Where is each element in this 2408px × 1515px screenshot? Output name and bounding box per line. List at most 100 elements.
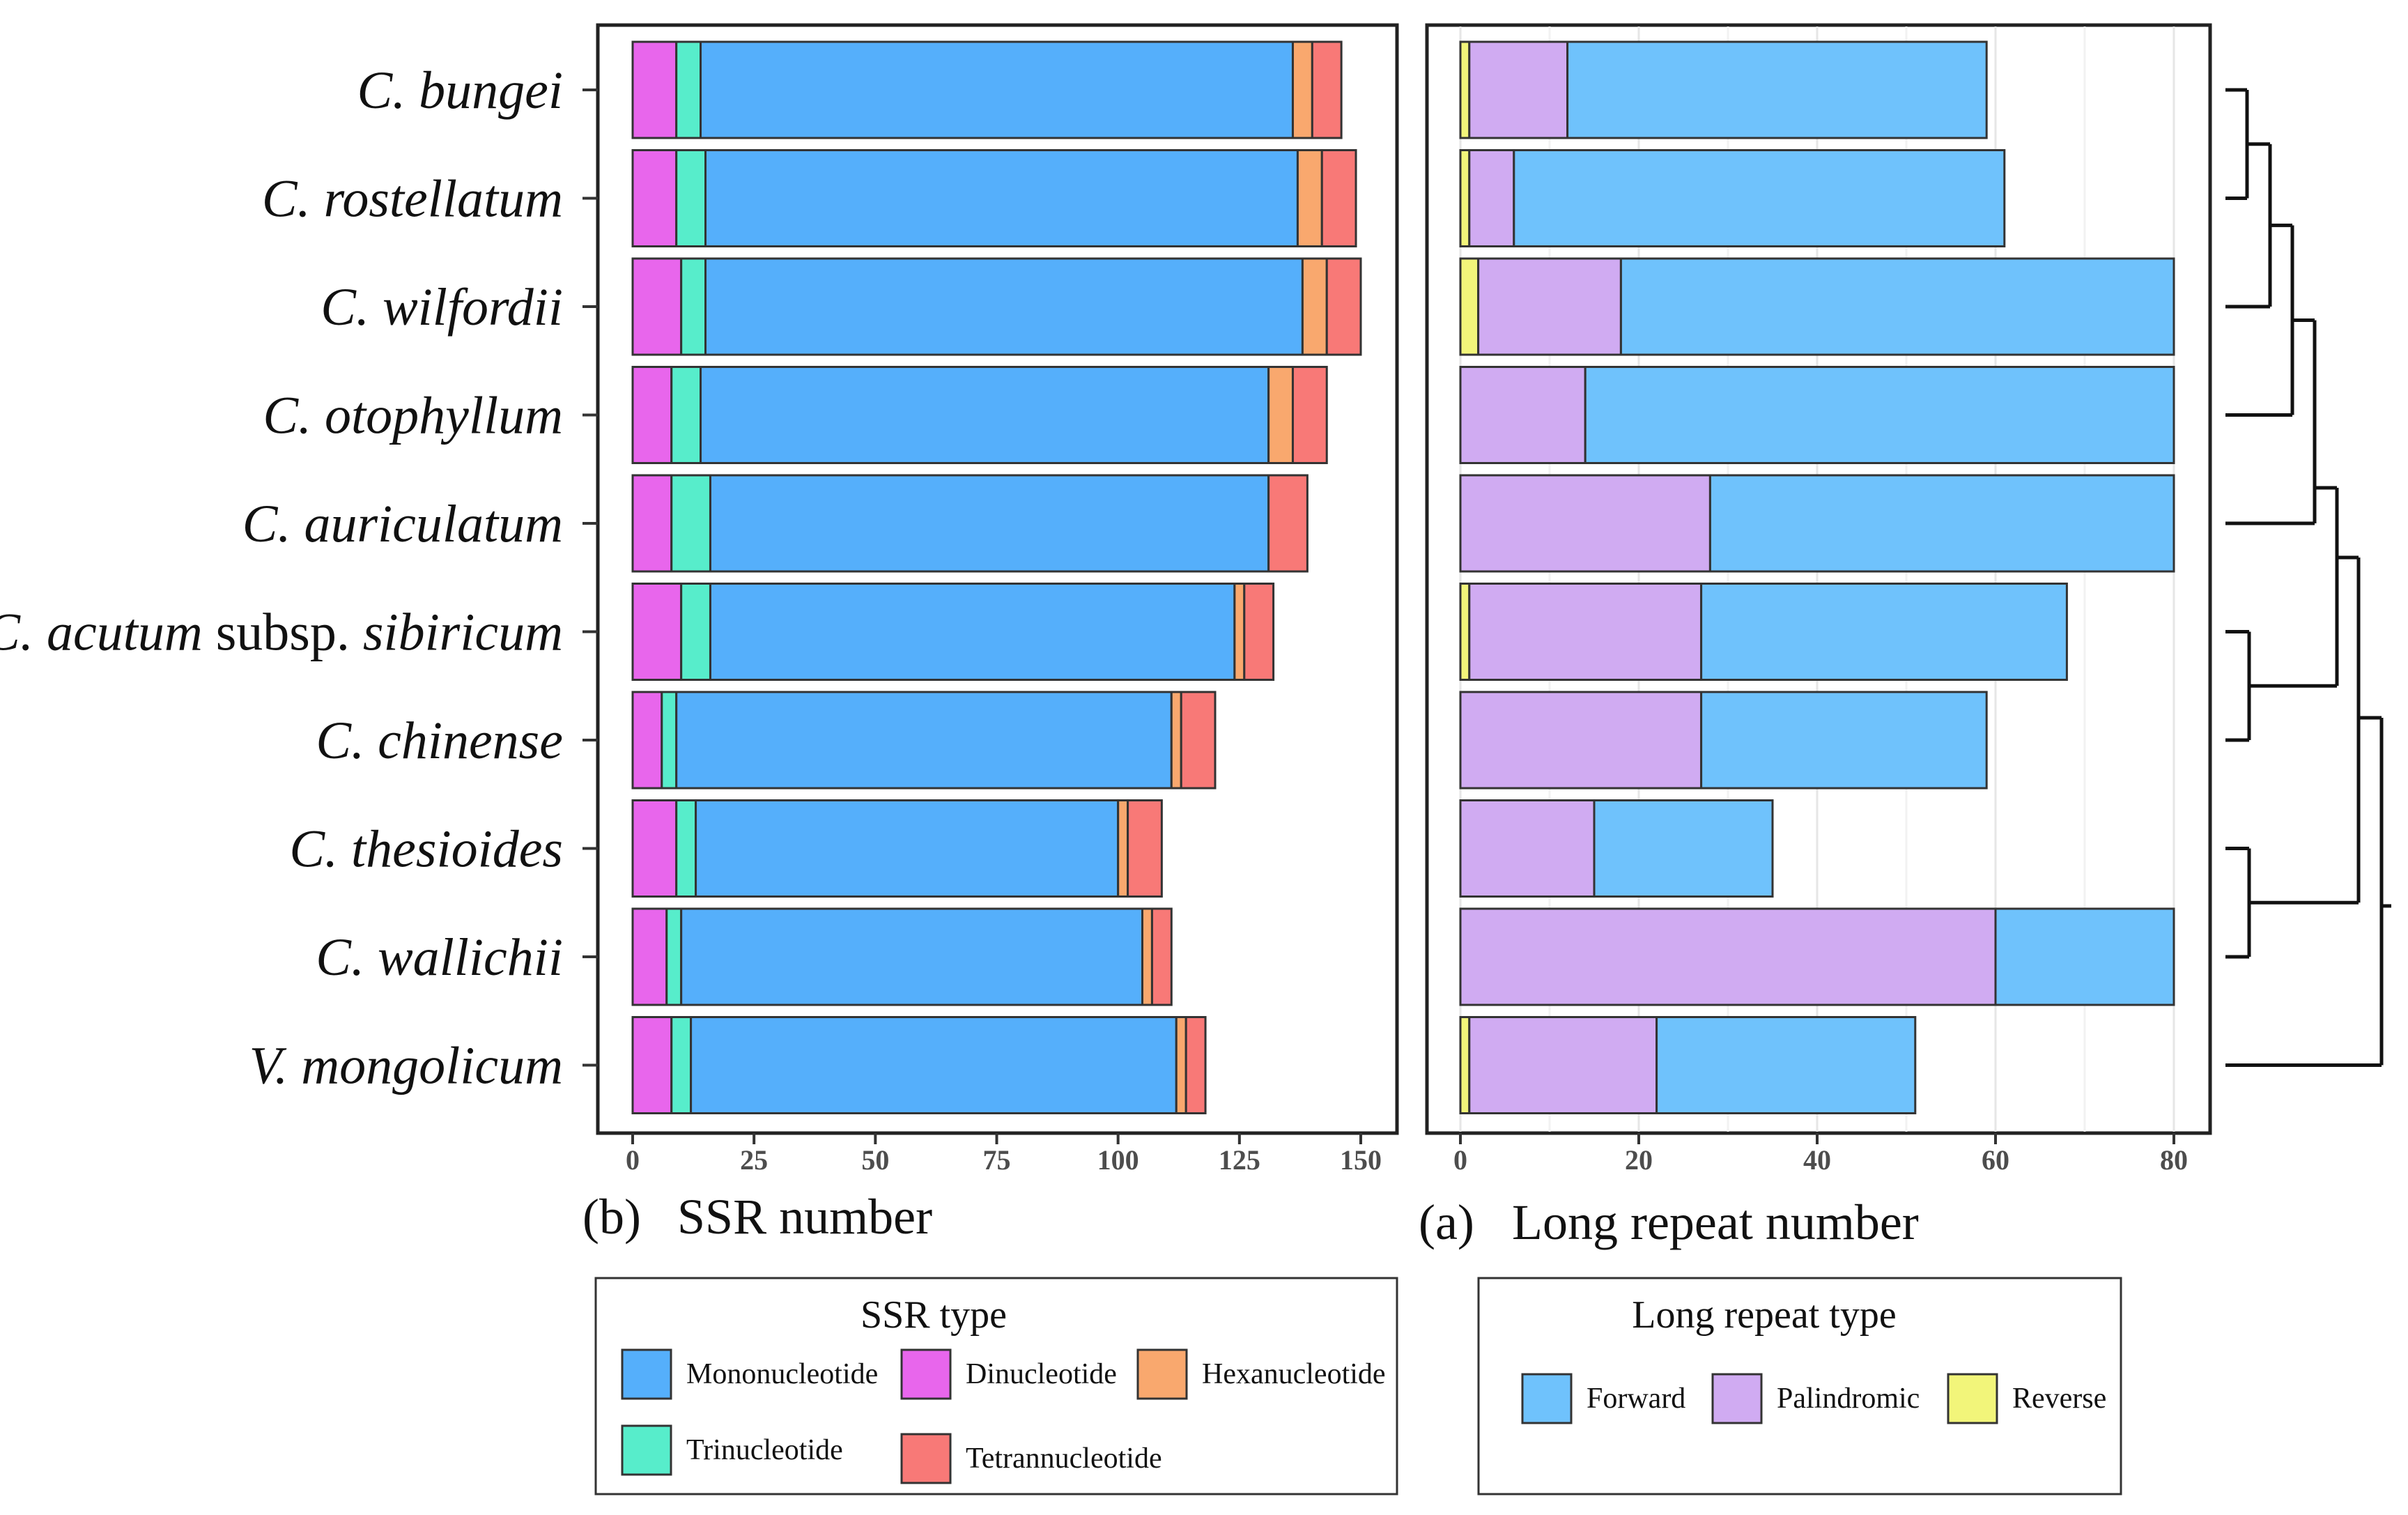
ssr-bar-c-rostellatum-trinucleotide	[675, 149, 707, 247]
long-repeat-legend-label-palindromic: Palindromic	[1777, 1383, 1920, 1415]
ssr-bar-c-auriculatum-trinucleotide	[670, 474, 711, 573]
ssr-bar-c-wilfordii-tetrannucleotide	[1325, 257, 1362, 356]
ssr-bar-c-bungei-hexanucleotide	[1291, 40, 1313, 139]
ssr-bar-c-wallichii-mononucleotide	[680, 907, 1143, 1006]
long-repeat-legend: Long repeat type Forward Palindromic Rever…	[1477, 1277, 2122, 1495]
ssr-bar-c-chinense-dinucleotide	[631, 691, 663, 790]
long-repeat-x-tick-label-40: 40	[1803, 1144, 1831, 1176]
ssr-legend-frame	[594, 1277, 1398, 1495]
ssr-x-tick-label-100: 100	[1097, 1144, 1139, 1176]
ssr-panel-label: (b)	[582, 1189, 641, 1245]
long-repeat-bar-v-mongolicum-palindromic	[1468, 1016, 1658, 1114]
long-repeat-legend-swatch-reverse	[1947, 1373, 1998, 1424]
ssr-bar-c-chinense-trinucleotide	[661, 691, 678, 790]
ssr-legend-swatch-tetrannucleotide	[900, 1433, 952, 1484]
species-label-c-wallichii: C. wallichii	[316, 928, 563, 987]
ssr-bar-c-thesioides-trinucleotide	[675, 799, 697, 898]
long-repeat-bar-c-wilfordii-forward	[1619, 257, 2175, 356]
long-repeat-bar-c-bungei-reverse	[1459, 40, 1471, 139]
ssr-bar-c-wilfordii-trinucleotide	[680, 257, 707, 356]
ssr-legend-label-tetrannucleotide: Tetrannucleotide	[966, 1443, 1162, 1475]
ssr-bar-c-bungei-tetrannucleotide	[1311, 40, 1343, 139]
long-repeat-bar-c-rostellatum-forward	[1513, 149, 2006, 247]
ssr-bar-c-acutum-subsp-sibiricum-mononucleotide	[709, 583, 1236, 681]
species-label-v-mongolicum: V. mongolicum	[249, 1037, 563, 1095]
long-repeat-legend-swatch-forward	[1521, 1373, 1573, 1424]
long-repeat-bar-c-auriculatum-forward	[1708, 474, 2175, 573]
species-label-c-chinense: C. chinense	[316, 712, 563, 770]
long-repeat-x-axis-title: Long repeat number	[1512, 1194, 1919, 1250]
ssr-bar-c-bungei-trinucleotide	[675, 40, 702, 139]
long-repeat-x-tick-label-80: 80	[2160, 1144, 2188, 1176]
long-repeat-bar-c-auriculatum-palindromic	[1459, 474, 1711, 573]
ssr-x-ticks: 0 25 50 75 100 125 150	[626, 1133, 1382, 1176]
long-repeat-legend-title: Long repeat type	[1632, 1293, 1896, 1337]
ssr-bar-v-mongolicum-mononucleotide	[690, 1016, 1178, 1114]
ssr-x-axis-title: SSR number	[677, 1189, 932, 1245]
ssr-legend-swatch-mononucleotide	[621, 1348, 672, 1400]
ssr-bar-c-acutum-subsp-sibiricum-trinucleotide	[680, 583, 711, 681]
dendrogram	[2225, 88, 2391, 1067]
ssr-bar-c-auriculatum-mononucleotide	[709, 474, 1270, 573]
ssr-panel: 0 25 50 75 100 125 150 (b) SSR number	[582, 23, 1399, 1245]
long-repeat-bar-c-acutum-subsp-sibiricum-forward	[1700, 583, 2068, 681]
long-repeat-bar-c-wallichii-palindromic	[1459, 907, 1997, 1006]
ssr-bar-c-rostellatum-tetrannucleotide	[1320, 149, 1357, 247]
ssr-bar-c-chinense-tetrannucleotide	[1180, 691, 1217, 790]
ssr-bar-c-rostellatum-dinucleotide	[631, 149, 678, 247]
ssr-bar-c-acutum-subsp-sibiricum-hexanucleotide	[1233, 583, 1246, 681]
species-label-c-otophyllum: C. otophyllum	[263, 387, 563, 445]
ssr-legend-swatch-dinucleotide	[900, 1348, 952, 1400]
ssr-bar-c-auriculatum-tetrannucleotide	[1267, 474, 1309, 573]
ssr-x-tick-label-0: 0	[626, 1144, 640, 1176]
ssr-bar-c-bungei-mononucleotide	[700, 40, 1294, 139]
long-repeat-legend-label-reverse: Reverse	[2012, 1383, 2106, 1415]
ssr-bar-c-bungei-dinucleotide	[631, 40, 678, 139]
ssr-legend-swatch-trinucleotide	[621, 1424, 672, 1476]
ssr-bar-c-otophyllum-hexanucleotide	[1267, 366, 1294, 464]
ssr-bar-c-wallichii-trinucleotide	[665, 907, 683, 1006]
ssr-bar-c-otophyllum-dinucleotide	[631, 366, 673, 464]
ssr-bar-c-acutum-subsp-sibiricum-dinucleotide	[631, 583, 683, 681]
species-label-c-wilfordii: C. wilfordii	[321, 278, 563, 337]
ssr-bar-c-wilfordii-dinucleotide	[631, 257, 683, 356]
long-repeat-bar-c-wilfordii-palindromic	[1477, 257, 1622, 356]
species-label-c-acutum-subsp-sibiricum: C. acutum subsp. sibiricum	[0, 603, 563, 662]
ssr-bar-c-wilfordii-mononucleotide	[704, 257, 1304, 356]
ssr-bar-v-mongolicum-dinucleotide	[631, 1016, 673, 1114]
long-repeat-bar-c-thesioides-palindromic	[1459, 799, 1596, 898]
species-label-c-thesioides: C. thesioides	[289, 820, 563, 879]
long-repeat-bar-c-chinense-forward	[1700, 691, 1988, 790]
ssr-bar-c-wilfordii-hexanucleotide	[1301, 257, 1328, 356]
ssr-x-tick-label-75: 75	[983, 1144, 1011, 1176]
species-labels: C. bungei C. rostellatum C. wilfordii C. ot…	[0, 61, 563, 1095]
long-repeat-bar-c-bungei-palindromic	[1468, 40, 1569, 139]
ssr-legend-label-mononucleotide: Mononucleotide	[686, 1358, 878, 1390]
ssr-x-tick-label-150: 150	[1340, 1144, 1382, 1176]
species-label-c-bungei: C. bungei	[357, 61, 563, 120]
long-repeat-bar-c-rostellatum-reverse	[1459, 149, 1471, 247]
long-repeat-panel-label: (a)	[1419, 1194, 1474, 1250]
long-repeat-bars	[1459, 40, 2175, 1114]
long-repeat-legend-label-forward: Forward	[1587, 1383, 1685, 1415]
ssr-bar-c-thesioides-dinucleotide	[631, 799, 678, 898]
long-repeat-x-tick-label-60: 60	[1982, 1144, 2009, 1176]
long-repeat-x-ticks: 0 20 40 60 80	[1453, 1133, 2188, 1176]
ssr-x-tick-label-125: 125	[1219, 1144, 1260, 1176]
species-label-c-auriculatum: C. auriculatum	[242, 495, 563, 553]
long-repeat-bar-c-wilfordii-reverse	[1459, 257, 1480, 356]
ssr-bars	[631, 40, 1362, 1114]
ssr-bar-v-mongolicum-trinucleotide	[670, 1016, 693, 1114]
ssr-bar-c-thesioides-tetrannucleotide	[1127, 799, 1163, 898]
ssr-bar-c-otophyllum-trinucleotide	[670, 366, 702, 464]
ssr-legend-label-dinucleotide: Dinucleotide	[966, 1358, 1117, 1390]
long-repeat-bar-c-otophyllum-forward	[1584, 366, 2175, 464]
ssr-y-ticks	[582, 89, 598, 1067]
ssr-bar-c-rostellatum-hexanucleotide	[1296, 149, 1323, 247]
long-repeat-bar-c-chinense-palindromic	[1459, 691, 1703, 790]
long-repeat-bar-c-rostellatum-palindromic	[1468, 149, 1515, 247]
long-repeat-bar-c-otophyllum-palindromic	[1459, 366, 1587, 464]
long-repeat-legend-swatch-palindromic	[1711, 1373, 1763, 1424]
long-repeat-x-tick-label-0: 0	[1453, 1144, 1467, 1176]
